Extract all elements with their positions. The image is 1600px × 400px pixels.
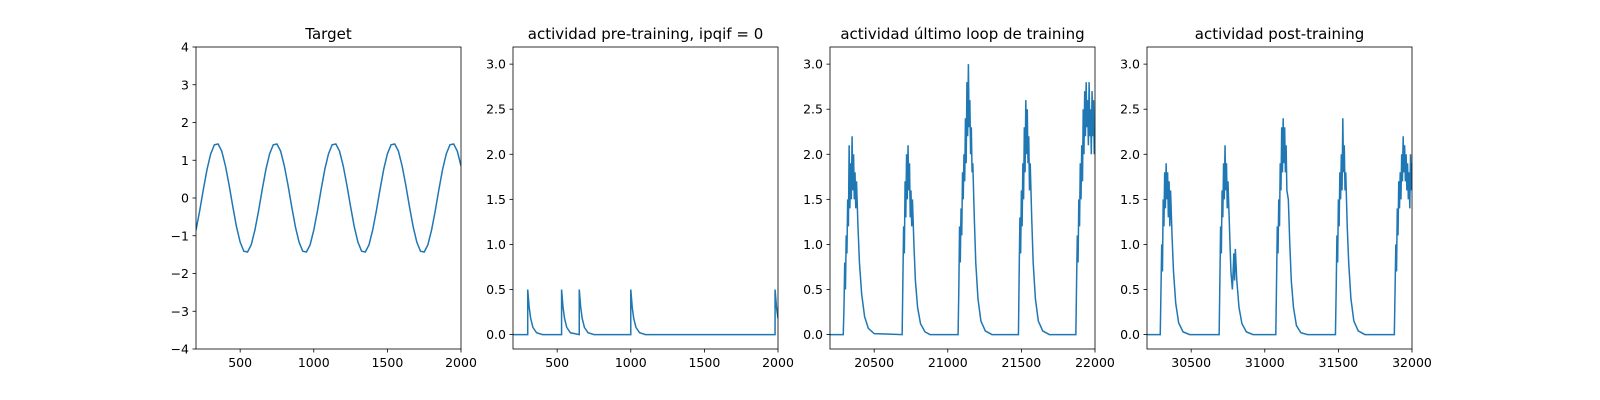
y-tick-label: 0.0 [803,327,823,342]
y-tick-label: 0 [181,191,189,206]
x-tick-label: 1500 [371,355,403,370]
x-tick-label: 500 [228,355,252,370]
x-tick-label: 32000 [1392,355,1432,370]
x-tick-label: 20500 [854,355,894,370]
line [1147,118,1412,336]
y-tick-label: 1.5 [486,192,506,207]
axes-frame [195,46,462,350]
y-tick-label: 1.0 [1120,237,1140,252]
y-tick-label: 0.5 [486,282,506,297]
x-tick-label: 31500 [1319,355,1359,370]
line [830,64,1095,336]
y-tick-label: 2.5 [486,102,506,117]
y-tick-label: −2 [171,266,189,281]
y-tick-label: 4 [181,40,189,55]
y-tick-label: −4 [171,342,189,357]
line [196,143,461,253]
y-tick-label: 1 [181,153,189,168]
y-tick-label: 3.0 [803,57,823,72]
y-tick-label: 1.5 [1120,192,1140,207]
subplot-title: actividad post-training [1195,25,1364,43]
y-tick-label: 3.0 [1120,57,1140,72]
subplot-title: Target [304,25,352,43]
y-tick-label: 1.0 [803,237,823,252]
y-tick-label: 2.5 [1120,102,1140,117]
y-tick-label: 2 [181,115,189,130]
x-tick-label: 2000 [762,355,794,370]
axes-frame [512,46,779,350]
x-tick-label: 22000 [1075,355,1115,370]
x-tick-label: 2000 [445,355,477,370]
y-tick-label: 1.5 [803,192,823,207]
y-tick-label: 0.5 [803,282,823,297]
x-tick-label: 1000 [298,355,330,370]
y-tick-label: 3 [181,77,189,92]
x-tick-label: 1000 [615,355,647,370]
subplot-title: actividad último loop de training [840,25,1084,43]
x-tick-label: 1500 [688,355,720,370]
y-tick-label: −1 [171,228,189,243]
y-tick-label: 0.5 [1120,282,1140,297]
y-tick-label: 1.0 [486,237,506,252]
subplot-title: actividad pre-training, ipqif = 0 [528,25,764,43]
y-tick-label: 2.5 [803,102,823,117]
y-tick-label: 2.0 [486,147,506,162]
x-tick-label: 31000 [1245,355,1285,370]
x-tick-label: 21000 [928,355,968,370]
y-tick-label: 0.0 [486,327,506,342]
y-tick-label: 2.0 [1120,147,1140,162]
y-tick-label: −3 [171,304,189,319]
y-tick-label: 3.0 [486,57,506,72]
y-tick-label: 0.0 [1120,327,1140,342]
axes-frame [829,46,1096,350]
x-tick-label: 21500 [1002,355,1042,370]
axes-frame [1146,46,1413,350]
line [513,289,778,336]
y-tick-label: 2.0 [803,147,823,162]
x-tick-label: 500 [545,355,569,370]
x-tick-label: 30500 [1171,355,1211,370]
